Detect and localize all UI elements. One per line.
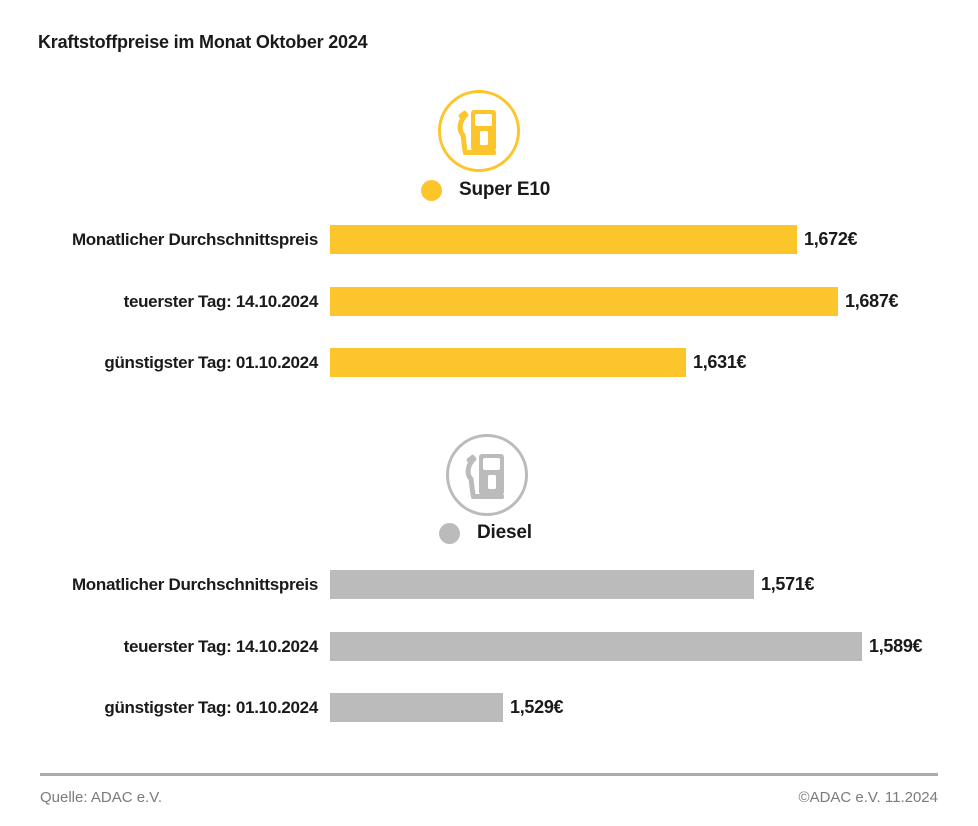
bar-value-label: 1,631€ xyxy=(693,352,747,372)
bar-row-max: teuerster Tag: 14.10.2024 1,589€ xyxy=(0,632,978,661)
bar-row-min: günstigster Tag: 01.10.2024 1,529€ xyxy=(0,693,978,722)
bar-value-label: 1,529€ xyxy=(510,697,564,717)
footer-divider xyxy=(40,773,938,776)
source-text: Quelle: ADAC e.V. xyxy=(40,789,163,806)
legend-label: Super E10 xyxy=(459,179,551,200)
bar-diesel-min xyxy=(330,693,503,722)
bar-diesel-average xyxy=(330,570,754,599)
legend-dot xyxy=(439,522,460,544)
bar-category-label: teuerster Tag: 14.10.2024 xyxy=(123,292,319,311)
fuel-pump-icon xyxy=(438,90,520,172)
bar-row-average: Monatlicher Durchschnittspreis 1,672€ xyxy=(0,225,978,254)
bar-value-label: 1,687€ xyxy=(845,291,899,311)
bar-value-label: 1,589€ xyxy=(869,636,923,656)
bar-row-average: Monatlicher Durchschnittspreis 1,571€ xyxy=(0,570,978,599)
legend-label: Diesel xyxy=(477,522,532,543)
bar-category-label: Monatlicher Durchschnittspreis xyxy=(71,575,318,594)
legend-dot xyxy=(421,179,442,201)
bar-super-min xyxy=(330,348,686,377)
bar-category-label: teuerster Tag: 14.10.2024 xyxy=(123,637,319,656)
bar-category-label: günstigster Tag: 01.10.2024 xyxy=(104,353,318,372)
bar-category-label: Monatlicher Durchschnittspreis xyxy=(71,230,318,249)
spacer xyxy=(318,632,330,661)
bar-super-max xyxy=(330,287,838,316)
spacer xyxy=(318,225,330,254)
legend-diesel: Diesel xyxy=(439,522,532,544)
bar-row-max: teuerster Tag: 14.10.2024 1,687€ xyxy=(0,287,978,316)
bar-super-average xyxy=(330,225,797,254)
bar-value-label: 1,672€ xyxy=(804,229,858,249)
legend-super-e10: Super E10 xyxy=(421,179,550,201)
bar-category-label: günstigster Tag: 01.10.2024 xyxy=(104,698,318,717)
bar-row-min: günstigster Tag: 01.10.2024 1,631€ xyxy=(0,348,978,377)
spacer xyxy=(318,348,330,377)
bar-value-label: 1,571€ xyxy=(761,574,815,594)
spacer xyxy=(318,287,330,316)
page-title: Kraftstoffpreise im Monat Oktober 2024 xyxy=(38,32,368,52)
spacer xyxy=(318,570,330,599)
spacer xyxy=(318,693,330,722)
footer: Quelle: ADAC e.V. ©ADAC e.V. 11.2024 xyxy=(40,789,938,806)
fuel-pump-icon xyxy=(446,434,528,516)
bar-diesel-max xyxy=(330,632,862,661)
copyright-text: ©ADAC e.V. 11.2024 xyxy=(798,789,938,806)
